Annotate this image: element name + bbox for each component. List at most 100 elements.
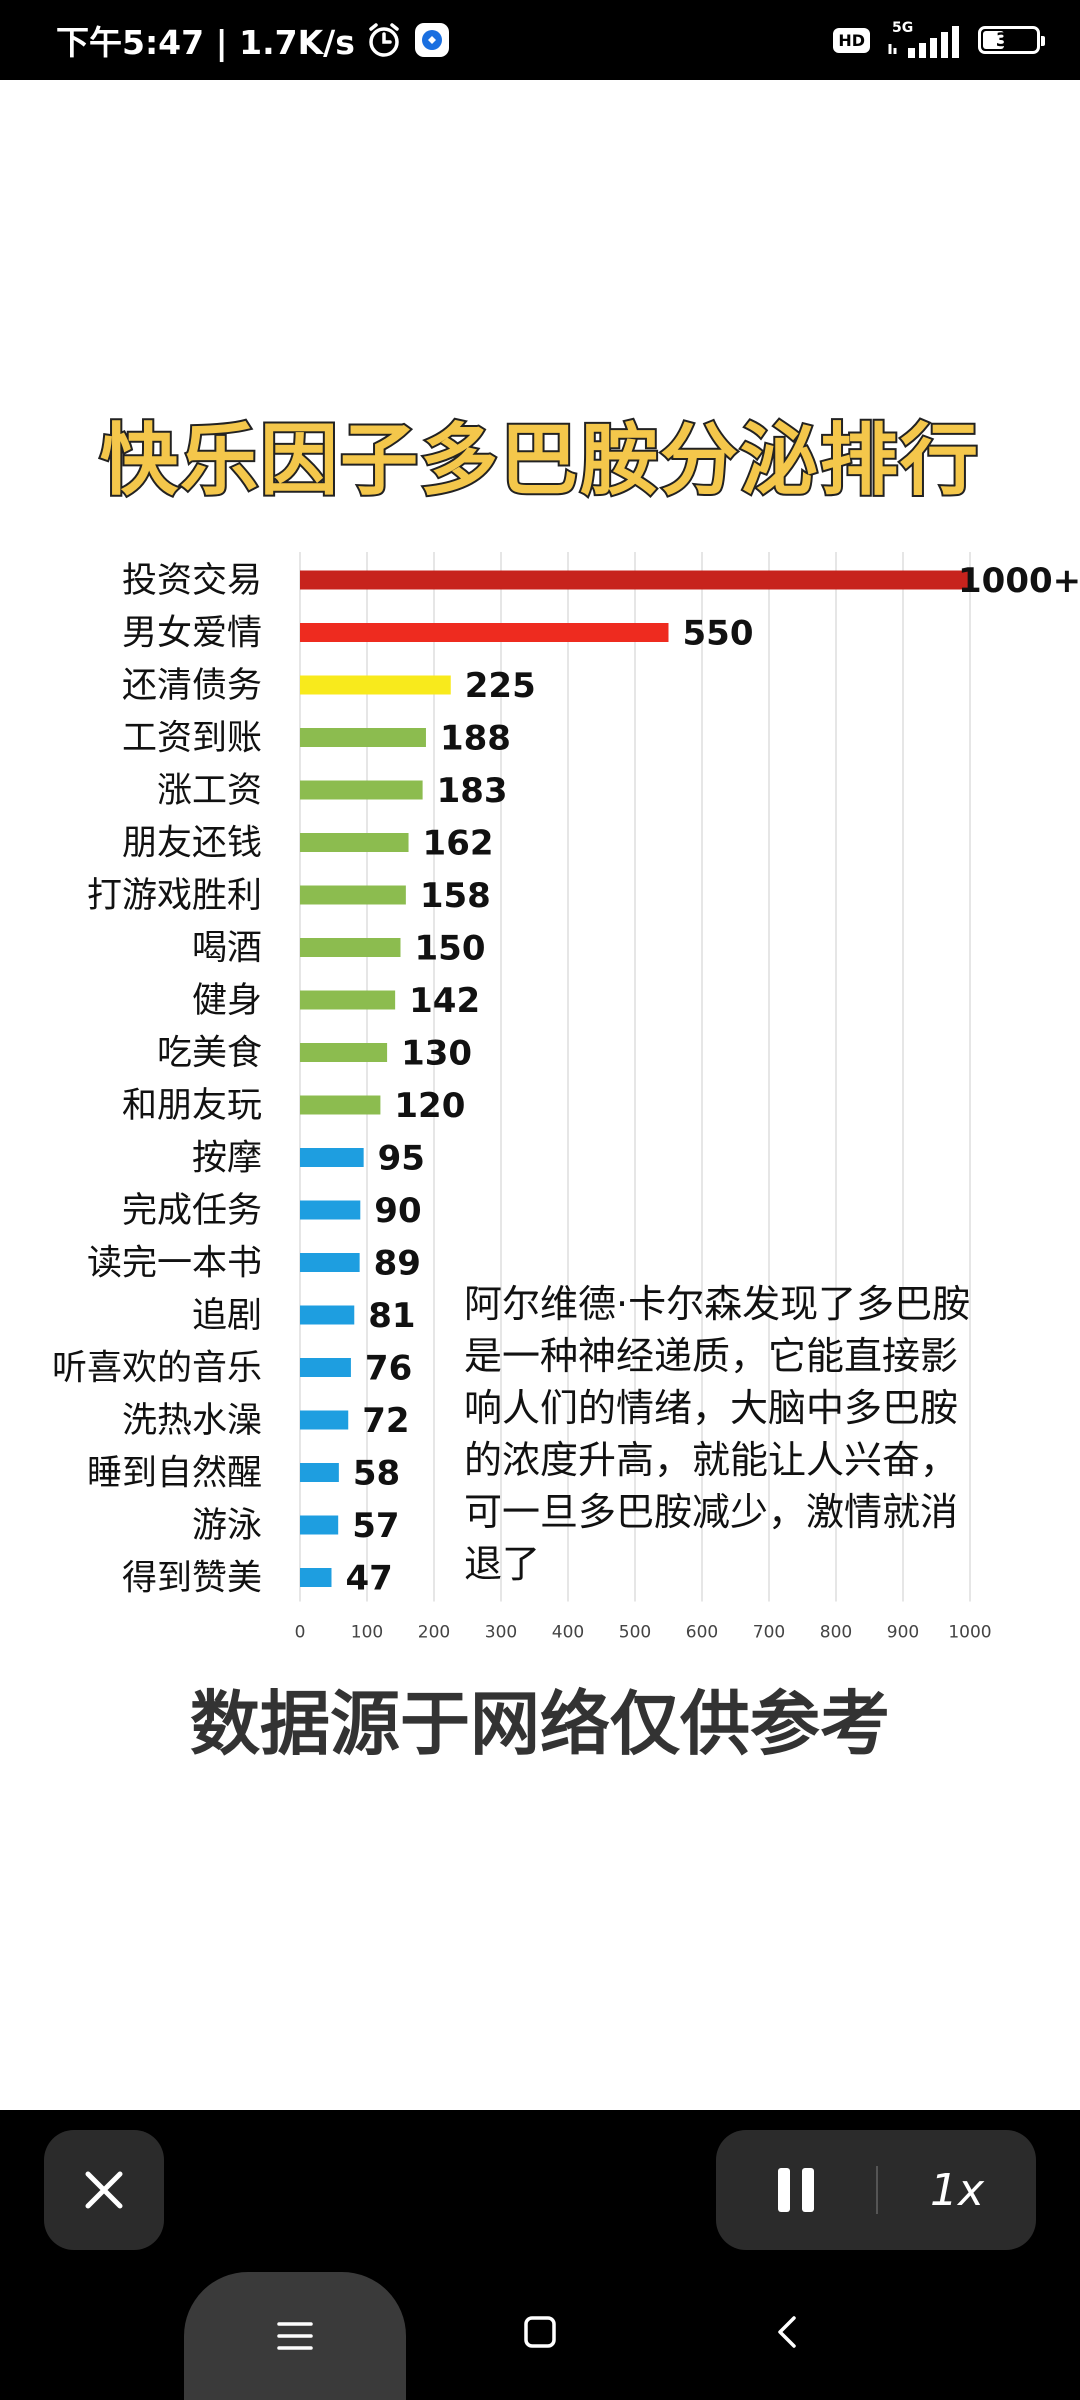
category-label: 喝酒 (192, 929, 262, 969)
x-tick-label: 800 (820, 1623, 852, 1641)
category-label: 健身 (192, 981, 262, 1021)
category-label: 投资交易 (122, 561, 262, 601)
bar (300, 833, 409, 852)
bar (300, 1305, 355, 1325)
bar (300, 1358, 351, 1377)
x-tick-label: 0 (295, 1623, 306, 1641)
bar (300, 1515, 339, 1535)
playback-controls: 1x (716, 2130, 1036, 2250)
playback-speed-button[interactable]: 1x (929, 2164, 985, 2216)
value-label: 76 (365, 1349, 412, 1389)
status-right: HD 5G 38 (833, 20, 1045, 60)
bar (300, 1410, 349, 1430)
app-notification-icon (413, 21, 451, 59)
x-tick-label: 500 (619, 1623, 651, 1641)
bar (300, 675, 451, 695)
value-label: 89 (374, 1244, 421, 1284)
category-label: 洗热水澡 (122, 1401, 262, 1441)
bar (300, 1253, 360, 1272)
category-label: 工资到账 (122, 719, 262, 759)
x-tick-label: 300 (485, 1623, 517, 1641)
x-tick-label: 400 (552, 1623, 584, 1641)
x-tick-label: 700 (753, 1623, 785, 1641)
value-label: 81 (368, 1296, 415, 1336)
value-label: 95 (378, 1139, 425, 1179)
bar (300, 780, 423, 800)
hd-badge: HD (833, 27, 870, 53)
category-label: 和朋友玩 (122, 1086, 262, 1126)
category-label: 按摩 (192, 1139, 262, 1179)
close-button[interactable] (44, 2130, 164, 2250)
pause-icon (778, 2168, 814, 2212)
bar (300, 990, 396, 1010)
category-label: 听喜欢的音乐 (52, 1349, 262, 1389)
value-label: 162 (423, 824, 494, 864)
home-button[interactable] (508, 2300, 572, 2364)
status-time-speed: 下午5:47 | 1.7K/s (56, 23, 355, 62)
player-bar: 1x (0, 2110, 1080, 2400)
value-label: 1000+ (958, 561, 1080, 601)
category-label: 游泳 (192, 1506, 262, 1546)
close-icon (85, 2171, 123, 2209)
bar (300, 1463, 339, 1482)
value-label: 225 (465, 666, 536, 706)
menu-icon (277, 2322, 313, 2350)
x-tick-label: 900 (887, 1623, 919, 1641)
value-label: 183 (437, 771, 508, 811)
footer-note: 数据源于网络仅供参考 (190, 1683, 890, 1765)
value-label: 142 (409, 981, 480, 1021)
bar (300, 570, 970, 590)
value-label: 158 (420, 876, 491, 916)
category-label: 得到赞美 (122, 1559, 262, 1599)
battery-level: 38 (995, 29, 1023, 51)
bar (300, 1043, 388, 1062)
category-label: 睡到自然醒 (87, 1454, 262, 1494)
x-tick-label: 600 (686, 1623, 718, 1641)
bar (300, 728, 426, 747)
value-label: 188 (440, 719, 511, 759)
category-label: 男女爱情 (122, 614, 262, 654)
menu-button[interactable] (184, 2272, 406, 2400)
x-tick-label: 100 (351, 1623, 383, 1641)
value-label: 150 (415, 929, 486, 969)
category-label: 还清债务 (122, 666, 262, 706)
network-type-label: 5G (892, 20, 914, 36)
value-label: 90 (374, 1191, 421, 1231)
value-label: 130 (401, 1034, 472, 1074)
bar (300, 1200, 361, 1220)
value-label: 47 (345, 1559, 392, 1599)
battery-icon: 38 (978, 26, 1045, 54)
value-label: 57 (352, 1506, 399, 1546)
category-label: 涨工资 (157, 771, 262, 811)
bar (300, 885, 406, 905)
value-label: 120 (394, 1086, 465, 1126)
bar (300, 1095, 381, 1115)
category-label: 追剧 (192, 1296, 262, 1336)
back-icon (778, 2316, 796, 2348)
home-icon (524, 2316, 556, 2348)
bar (300, 1568, 332, 1587)
pause-button[interactable] (716, 2130, 876, 2250)
category-label: 读完一本书 (87, 1244, 262, 1284)
bar (300, 938, 401, 957)
bar (300, 1148, 364, 1167)
category-label: 吃美食 (157, 1034, 262, 1074)
value-label: 72 (362, 1401, 409, 1441)
status-left: 下午5:47 | 1.7K/s (56, 20, 451, 62)
value-label: 550 (683, 614, 754, 654)
bar (300, 623, 669, 642)
x-tick-label: 1000 (948, 1623, 991, 1641)
dopamine-bar-chart: 0 100 200 300 400 500 600 700 800 900 1000 投资交易 1000… (52, 552, 1080, 1641)
back-button[interactable] (756, 2300, 820, 2364)
category-label: 完成任务 (122, 1191, 262, 1231)
divider (876, 2166, 878, 2214)
x-tick-label: 200 (418, 1623, 450, 1641)
signal-icon: 5G (886, 20, 962, 60)
category-label: 打游戏胜利 (87, 876, 262, 916)
image-title: 快乐因子多巴胺分泌排行 (98, 414, 980, 508)
category-label: 朋友还钱 (122, 824, 262, 864)
annotation-text: 阿尔维德·卡尔森发现了多巴胺是一种神经递质，它能直接影响人们的情绪，大脑中多巴胺… (464, 1282, 971, 1586)
status-bar: 下午5:47 | 1.7K/s HD 5G (0, 0, 1080, 80)
value-label: 58 (353, 1454, 400, 1494)
alarm-icon (365, 21, 403, 59)
